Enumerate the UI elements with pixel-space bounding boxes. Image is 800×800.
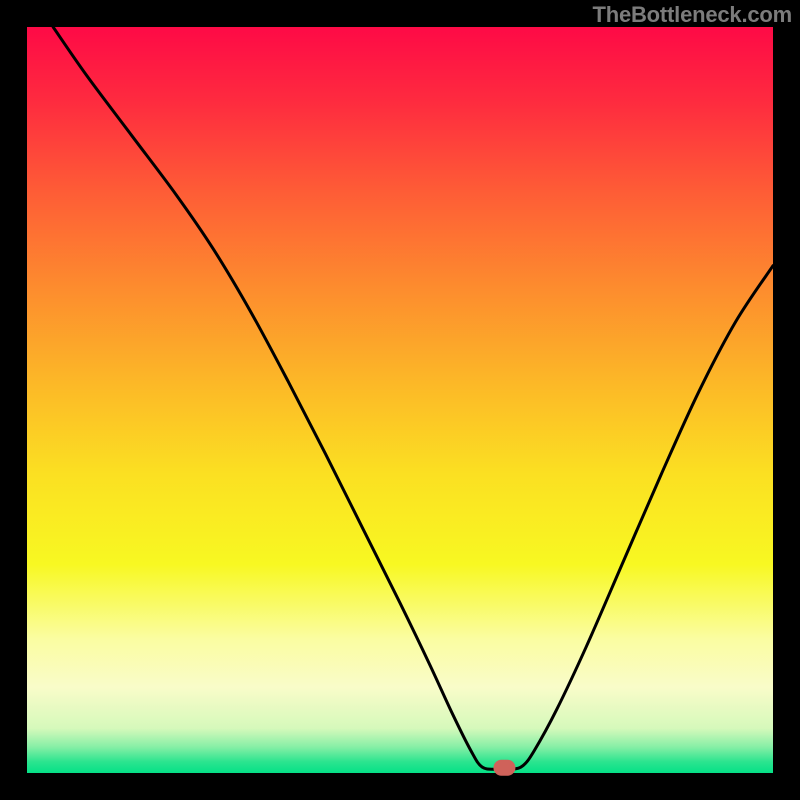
watermark-label: TheBottleneck.com — [592, 2, 792, 28]
optimal-point-marker — [493, 760, 515, 776]
plot-background — [27, 27, 773, 773]
bottleneck-chart — [0, 0, 800, 800]
chart-container: TheBottleneck.com — [0, 0, 800, 800]
